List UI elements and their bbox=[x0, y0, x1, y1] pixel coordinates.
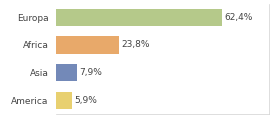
Text: 62,4%: 62,4% bbox=[224, 13, 253, 22]
Bar bbox=[56, 64, 77, 81]
Bar bbox=[56, 9, 222, 26]
Text: 7,9%: 7,9% bbox=[79, 68, 102, 77]
Text: 5,9%: 5,9% bbox=[74, 96, 97, 105]
Bar bbox=[56, 36, 119, 54]
Text: 23,8%: 23,8% bbox=[122, 40, 150, 49]
Bar bbox=[56, 92, 72, 109]
